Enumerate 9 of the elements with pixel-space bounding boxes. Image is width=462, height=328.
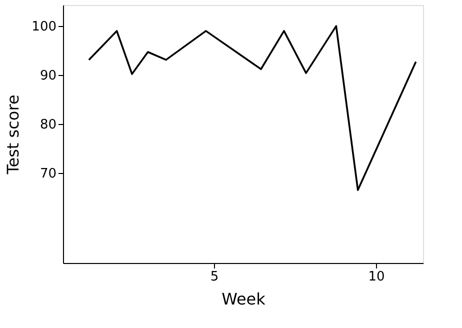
x-axis-title: Week [222, 290, 266, 308]
x-tick-label: 5 [210, 270, 219, 284]
y-tick-label: 80 [40, 117, 56, 132]
y-tick-label: 90 [40, 68, 56, 84]
x-tick-label: 10 [368, 270, 385, 284]
y-axis-title: Test score [4, 94, 23, 176]
y-tick-label: 100 [32, 20, 56, 35]
y-tick-label: 70 [40, 166, 56, 182]
line-series [88, 25, 417, 191]
